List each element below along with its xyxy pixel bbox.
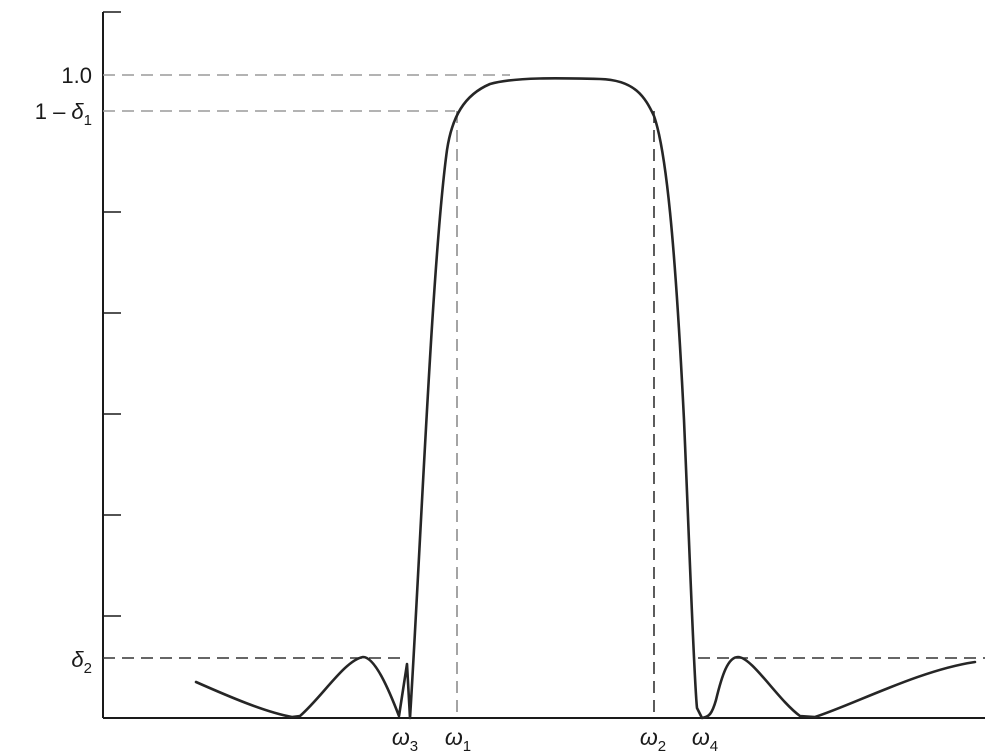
- omega-symbol: ω: [692, 724, 710, 750]
- x-label-omega4: ω4: [692, 724, 718, 755]
- y-label-pass-edge: 1 – δ1: [35, 99, 92, 129]
- omega-subscript: 2: [658, 738, 666, 755]
- x-label-omega3: ω3: [392, 724, 418, 755]
- x-label-omega2: ω2: [640, 724, 666, 755]
- pass-edge-prefix: 1 –: [35, 99, 72, 124]
- omega-subscript: 3: [410, 738, 418, 755]
- omega-symbol: ω: [392, 724, 410, 750]
- delta-symbol: δ: [71, 647, 84, 672]
- delta-symbol: δ: [71, 99, 84, 124]
- y-label-stop: δ2: [71, 647, 92, 677]
- y-axis-ticks: [103, 11, 121, 617]
- delta-subscript: 1: [84, 112, 92, 129]
- omega-symbol: ω: [445, 724, 463, 750]
- omega-subscript: 1: [463, 738, 471, 755]
- omega-subscript: 4: [710, 738, 718, 755]
- omega-symbol: ω: [640, 724, 658, 750]
- y-label-one: 1.0: [61, 63, 92, 88]
- magnitude-response-curve: [194, 76, 977, 720]
- delta-subscript: 2: [84, 660, 92, 677]
- x-label-omega1: ω1: [445, 724, 471, 755]
